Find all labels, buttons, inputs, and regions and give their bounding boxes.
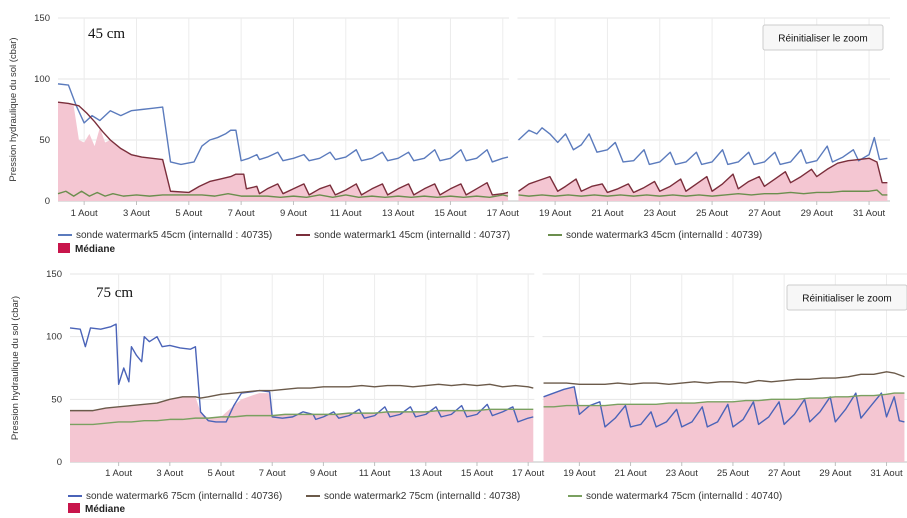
x-tick-label: 21 Aout xyxy=(591,208,624,219)
x-tick-label: 25 Aout xyxy=(717,468,750,479)
x-tick-label: 23 Aout xyxy=(666,468,699,479)
x-tick-label: 13 Aout xyxy=(410,468,443,479)
reset-zoom-button[interactable] xyxy=(786,284,907,311)
data-gap xyxy=(534,272,543,460)
x-tick-label: 31 Aout xyxy=(853,208,886,219)
x-tick-label: 5 Aout xyxy=(175,208,202,219)
x-tick-label: 3 Aout xyxy=(123,208,150,219)
series-line-2[interactable] xyxy=(543,371,905,385)
legend-item-3[interactable]: sonde watermark3 45cm (internalId : 4073… xyxy=(566,230,762,241)
x-tick-label: 17 Aout xyxy=(512,468,545,479)
chart-45cm-svg: 0 50 100 150 1 Aout 3 Aout 5 Aout 7 Aout 9 Aout 1… xyxy=(8,13,890,255)
x-tick-label: 19 Aout xyxy=(563,468,596,479)
x-tick-label: 13 Aout xyxy=(382,208,415,219)
legend-item-3[interactable]: sonde watermark4 75cm (internalId : 4074… xyxy=(586,491,782,502)
data-gap xyxy=(509,16,518,199)
legend-item-1[interactable]: sonde watermark5 45cm (internalId : 4073… xyxy=(76,230,272,241)
series-line-1[interactable] xyxy=(57,83,509,166)
x-tick-label: 1 Aout xyxy=(105,468,132,479)
y-tick-label: 100 xyxy=(46,332,62,343)
series-line-2[interactable] xyxy=(518,157,888,194)
x-tick-label: 31 Aout xyxy=(870,468,903,479)
depth-label: 45 cm xyxy=(88,26,125,42)
series-line-3[interactable] xyxy=(518,189,888,197)
x-tick-label: 25 Aout xyxy=(696,208,729,219)
legend-swatch-median[interactable] xyxy=(58,243,70,253)
legend-item-median[interactable]: Médiane xyxy=(75,244,115,255)
x-tick-label: 5 Aout xyxy=(208,468,235,479)
x-tick-label: 15 Aout xyxy=(434,208,467,219)
x-tick-label: 3 Aout xyxy=(156,468,183,479)
chart-panel-75cm: 0 50 100 150 1 Aout 3 Aout 5 Aout 7 Aout 9 Aout 1… xyxy=(0,259,907,518)
median-area xyxy=(70,393,534,462)
legend-item-2[interactable]: sonde watermark1 45cm (internalId : 4073… xyxy=(314,230,510,241)
legend-item-median[interactable]: Médiane xyxy=(85,504,125,515)
x-tick-label: 19 Aout xyxy=(539,208,572,219)
x-tick-label: 21 Aout xyxy=(614,468,647,479)
series-line-1[interactable] xyxy=(69,323,534,423)
depth-label: 75 cm xyxy=(96,285,133,301)
median-area xyxy=(58,102,509,201)
legend-item-2[interactable]: sonde watermark2 75cm (internalId : 4073… xyxy=(324,491,520,502)
y-tick-label: 50 xyxy=(51,394,62,405)
y-tick-label: 0 xyxy=(57,457,62,468)
series-line-2[interactable] xyxy=(70,383,534,412)
x-tick-label: 17 Aout xyxy=(487,208,520,219)
x-tick-label: 7 Aout xyxy=(259,468,286,479)
x-tick-label: 7 Aout xyxy=(228,208,255,219)
reset-zoom-label[interactable]: Réinitialiser le zoom xyxy=(778,34,867,45)
series-line-1[interactable] xyxy=(518,127,888,166)
x-tick-label: 9 Aout xyxy=(280,208,307,219)
y-tick-label: 0 xyxy=(45,196,50,207)
x-tick-label: 27 Aout xyxy=(768,468,801,479)
x-tick-label: 1 Aout xyxy=(71,208,98,219)
x-tick-label: 15 Aout xyxy=(461,468,494,479)
x-tick-label: 11 Aout xyxy=(330,208,362,219)
y-tick-label: 100 xyxy=(34,74,50,85)
legend-swatch-median[interactable] xyxy=(68,503,80,513)
x-tick-label: 9 Aout xyxy=(310,468,337,479)
median-area xyxy=(543,386,905,462)
x-tick-label: 27 Aout xyxy=(748,208,781,219)
x-tick-label: 23 Aout xyxy=(644,208,677,219)
y-tick-label: 150 xyxy=(46,269,62,280)
chart-75cm-svg: 0 50 100 150 1 Aout 3 Aout 5 Aout 7 Aout 9 Aout 1… xyxy=(10,269,907,515)
y-axis-title: Pression hydraulique du sol (cbar) xyxy=(10,296,21,440)
legend-item-1[interactable]: sonde watermark6 75cm (internalId : 4073… xyxy=(86,491,282,502)
y-tick-label: 50 xyxy=(39,135,50,146)
reset-zoom-label[interactable]: Réinitialiser le zoom xyxy=(802,294,891,305)
reset-zoom-button[interactable] xyxy=(762,24,884,51)
series-line-2[interactable] xyxy=(57,101,509,196)
x-tick-label: 29 Aout xyxy=(819,468,852,479)
series-line-3[interactable] xyxy=(543,392,905,408)
y-axis-title: Pression hydraulique du sol (cbar) xyxy=(8,37,19,181)
x-tick-label: 11 Aout xyxy=(359,468,391,479)
series-line-3[interactable] xyxy=(70,408,534,426)
y-tick-label: 150 xyxy=(34,13,50,24)
series-line-3[interactable] xyxy=(57,190,509,199)
chart-panel-45cm: 0 50 100 150 1 Aout 3 Aout 5 Aout 7 Aout 9 Aout 1… xyxy=(8,13,890,255)
x-tick-label: 29 Aout xyxy=(801,208,834,219)
